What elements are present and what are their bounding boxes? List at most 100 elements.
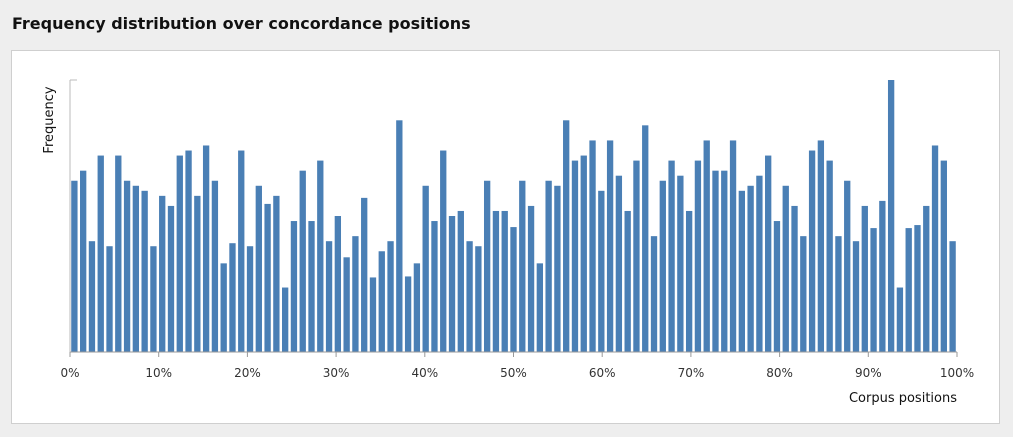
bar [211,180,219,352]
x-axis-label: Corpus positions [849,391,957,406]
bar [765,155,772,352]
x-tick-label: 20% [234,366,261,380]
bars-group [71,80,956,352]
chart-title: Frequency distribution over concordance … [12,14,471,33]
x-tick-label: 60% [589,366,616,380]
bar [852,241,860,352]
bar [185,150,192,352]
bar [229,243,236,352]
bar [650,236,658,352]
bar [694,160,702,352]
bar [352,236,359,352]
bar [563,120,570,352]
bar [905,228,912,352]
bar [387,241,394,352]
bar [97,155,104,352]
bar [940,160,947,352]
bar [808,150,816,352]
bar [554,185,561,352]
bar [176,155,183,352]
bar [132,185,140,352]
bar [782,185,789,352]
bar [325,241,333,352]
bar [844,180,851,352]
bar [273,195,280,352]
bar [879,200,886,352]
bar [404,276,412,352]
bar [659,180,666,352]
bar [378,251,385,352]
bar [167,205,175,352]
bar [817,140,825,352]
bar [773,221,781,352]
bar [685,210,693,352]
bar [536,263,543,352]
bar [949,241,956,352]
bar [159,195,166,352]
bar [624,210,631,352]
bar [887,80,895,352]
x-tick-label: 10% [145,366,172,380]
bar [440,150,447,352]
bar [580,155,587,352]
bar [220,263,227,352]
bar [931,145,939,352]
x-tick-label: 100% [940,366,974,380]
bar [448,216,456,352]
bar [527,205,535,352]
bar [492,210,500,352]
bar [246,246,254,352]
bar [106,246,113,352]
bar [738,190,745,352]
bar [896,287,904,352]
bar [431,221,438,352]
bar [914,225,921,352]
bar [835,236,842,352]
bar [255,185,262,352]
bar [747,185,754,352]
x-tick-label: 90% [855,366,882,380]
bar [756,175,763,352]
bar [202,145,210,352]
bar [334,216,342,352]
bar [633,160,640,352]
bar [589,140,596,352]
x-tick-label: 40% [411,366,438,380]
bar [826,160,833,352]
bar [282,287,289,352]
bar [475,246,482,352]
bar [317,160,324,352]
bar [510,227,517,352]
bar [299,170,306,352]
bar [606,140,614,352]
bar [677,175,684,352]
bar [308,221,315,352]
bar [194,195,201,352]
bar [923,205,930,352]
bar [369,277,377,352]
bar [457,210,464,352]
bar [115,155,122,352]
bar [501,210,508,352]
bar [861,205,868,352]
bar [422,185,429,352]
bar [721,170,728,352]
bar [264,203,271,352]
bar [545,180,552,352]
bar [483,180,491,352]
bar [413,263,421,352]
bar [791,205,798,352]
x-tick-label: 50% [500,366,527,380]
bar [598,190,605,352]
bar [571,160,579,352]
bar [343,257,350,352]
x-tick-label: 80% [766,366,793,380]
bar [150,246,157,352]
bar [642,125,649,352]
bar [712,170,719,352]
bar [361,197,368,352]
bar [396,120,403,352]
x-ticks-group: 0% 10% 20% 30% 40% 50% 60% 70% 80% 90% 100% [60,352,974,380]
bar [615,175,623,352]
